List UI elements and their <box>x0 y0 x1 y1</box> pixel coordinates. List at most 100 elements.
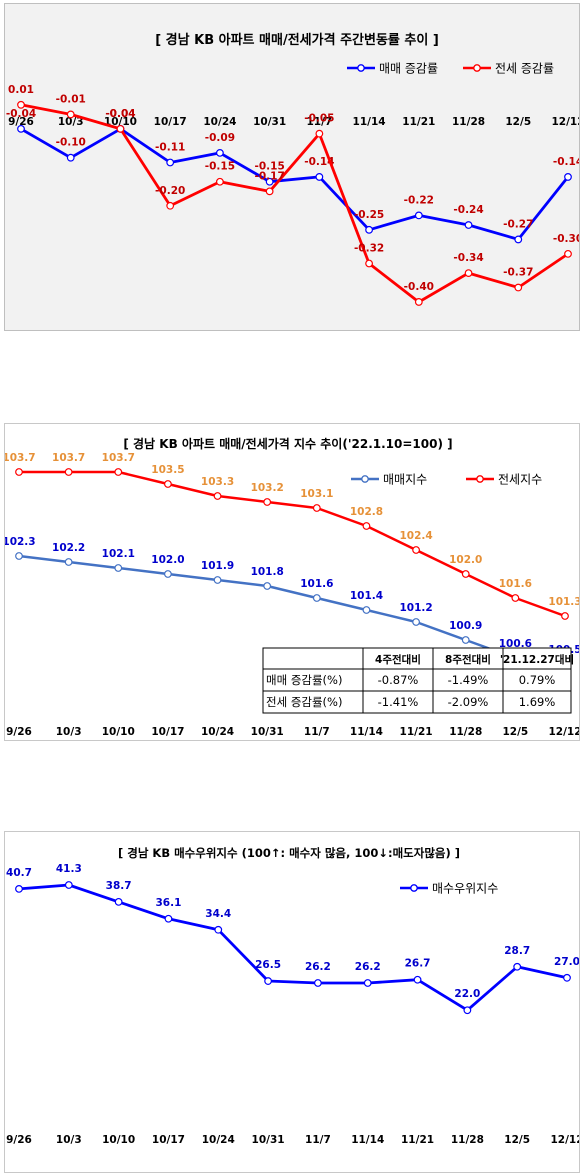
data-point <box>66 153 75 162</box>
data-label: -0.22 <box>404 194 434 206</box>
chart-1-svg: [ 경남 KB 아파트 매매/전세가격 주간변동률 추이 ] 매매 증감률 전세 증… <box>5 4 579 330</box>
data-point <box>166 158 175 167</box>
x-tick-label: 11/21 <box>400 726 433 738</box>
data-point <box>315 173 324 181</box>
data-point <box>514 235 523 244</box>
table-cell: 전세 증감률(%) <box>266 695 342 709</box>
x-tick-label: 10/3 <box>58 116 84 128</box>
data-label: 102.0 <box>151 554 184 566</box>
data-point <box>413 975 422 984</box>
data-label: 102.0 <box>449 554 482 566</box>
data-point <box>64 881 73 889</box>
data-label: 103.5 <box>151 464 184 476</box>
x-tick-label: 9/26 <box>6 1134 32 1146</box>
x-tick-label: 12/12 <box>550 1134 579 1146</box>
x-tick-label: 10/31 <box>253 116 286 128</box>
data-point <box>362 606 371 614</box>
data-point <box>213 492 222 500</box>
x-tick-label: 10/10 <box>102 726 135 738</box>
data-label: 102.8 <box>350 506 383 518</box>
data-point <box>464 221 473 229</box>
data-point <box>164 570 172 578</box>
x-tick-label: 11/14 <box>353 116 386 128</box>
table-cell: -2.09% <box>448 695 489 709</box>
chart-3-svg: [ 경남 KB 매수우위지수 (100↑: 매수자 많음, 100↓:매도자많음… <box>6 846 579 1146</box>
x-tick-label: 9/26 <box>8 116 34 128</box>
data-label: 101.2 <box>399 602 432 614</box>
data-label: -0.14 <box>304 156 334 168</box>
data-table <box>262 647 572 714</box>
data-point <box>114 897 123 906</box>
table-cell: -1.49% <box>448 673 489 687</box>
data-point <box>511 594 520 602</box>
data-point <box>312 594 321 602</box>
data-label: 100.6 <box>499 638 532 650</box>
data-label: -0.34 <box>453 252 483 264</box>
data-label: -0.37 <box>503 267 533 279</box>
x-tick-label: 10/24 <box>201 726 234 738</box>
x-tick-label: 10/24 <box>203 116 236 128</box>
data-label: 27.0 <box>554 956 579 968</box>
series-line-1 <box>18 554 566 666</box>
data-label: 101.6 <box>499 578 532 590</box>
data-label: 103.7 <box>5 452 36 464</box>
legend-marker-1 <box>361 475 369 483</box>
series-line-2 <box>19 470 566 618</box>
data-point <box>164 914 173 923</box>
data-point <box>15 468 23 476</box>
table-cell: 1.69% <box>519 695 556 709</box>
data-label: 103.3 <box>201 476 234 488</box>
data-point <box>15 885 23 893</box>
data-point <box>412 546 420 554</box>
data-label: -0.40 <box>404 281 434 293</box>
x-tick-label: 10/10 <box>104 116 137 128</box>
data-label: -0.30 <box>553 233 579 245</box>
legend-label-1: 매매 증감률 <box>379 62 438 76</box>
data-label: 101.8 <box>251 566 284 578</box>
chart-title: [ 경남 KB 아파트 매매/전세가격 주간변동률 추이 ] <box>155 32 439 48</box>
legend-label-2: 전세 증감률 <box>495 62 554 76</box>
table-cell: 매매 증감률(%) <box>266 673 342 687</box>
data-label: -0.15 <box>255 161 285 173</box>
x-tick-label: 11/7 <box>304 726 330 738</box>
x-tick-label: 11/7 <box>305 1134 331 1146</box>
x-tick-label: 10/17 <box>151 726 184 738</box>
series-line-1 <box>18 883 568 1012</box>
x-tick-label: 11/14 <box>350 726 383 738</box>
table-cell: -0.87% <box>378 673 419 687</box>
data-point <box>365 225 373 234</box>
data-label: 102.4 <box>399 530 432 542</box>
data-label: 103.1 <box>300 488 333 500</box>
data-label: -0.32 <box>354 242 384 254</box>
data-label: -0.11 <box>155 142 185 154</box>
x-tick-label: 12/12 <box>548 726 579 738</box>
data-label: 101.4 <box>350 590 383 602</box>
data-label: 102.3 <box>5 536 36 548</box>
data-label: -0.25 <box>354 209 384 221</box>
data-label: 26.2 <box>355 961 381 973</box>
x-tick-label: 11/21 <box>402 116 435 128</box>
data-label: -0.10 <box>56 137 86 149</box>
data-label: 102.1 <box>102 548 135 560</box>
table-header: '21.12.27대비 <box>500 653 574 666</box>
data-label: 22.0 <box>454 988 480 1000</box>
x-tick-label: 11/28 <box>452 116 485 128</box>
data-point <box>513 962 522 971</box>
table-cell: 0.79% <box>519 673 556 687</box>
data-label: 103.2 <box>251 482 284 494</box>
data-label: -0.01 <box>56 93 86 105</box>
data-point <box>114 468 123 476</box>
data-label: -0.17 <box>255 170 285 182</box>
legend-label-1: 매수우위지수 <box>432 882 498 896</box>
chart-buyer-superiority-index: [ 경남 KB 매수우위지수 (100↑: 매수자 많음, 100↓:매도자많음… <box>4 831 580 1173</box>
data-label: 101.6 <box>300 578 333 590</box>
data-point <box>216 177 224 186</box>
x-tick-label: 11/28 <box>449 726 482 738</box>
data-label: 40.7 <box>6 867 32 879</box>
data-point <box>414 211 423 220</box>
data-label: 26.7 <box>405 958 431 970</box>
table-header: 4주전대비 <box>375 653 421 666</box>
x-tick-label: 10/31 <box>251 726 284 738</box>
data-label: -0.27 <box>503 218 533 230</box>
data-point <box>314 979 322 987</box>
